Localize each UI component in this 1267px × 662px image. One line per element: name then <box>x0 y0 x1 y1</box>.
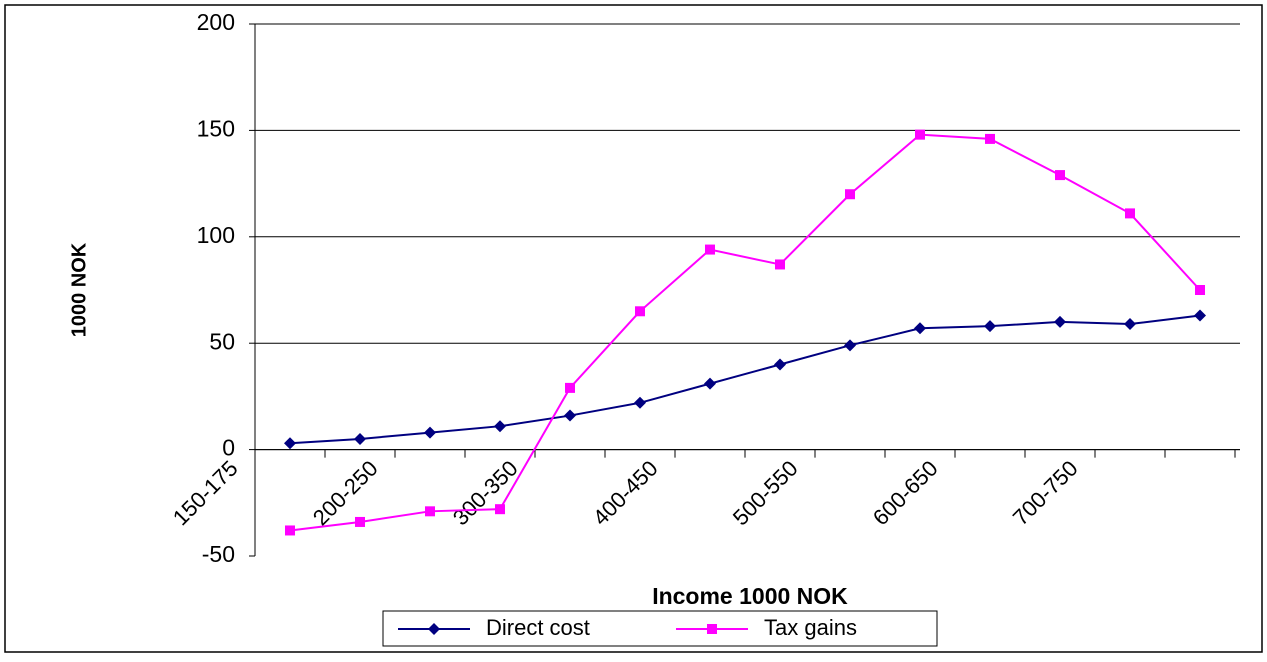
y-tick-label: -50 <box>202 541 235 567</box>
marker <box>704 377 716 390</box>
marker <box>705 244 715 255</box>
legend-label: Direct cost <box>486 615 590 640</box>
marker <box>284 437 296 450</box>
marker <box>1124 318 1136 331</box>
marker <box>634 396 646 409</box>
marker <box>495 504 505 515</box>
y-tick-label: 0 <box>222 435 235 461</box>
y-tick-label: 150 <box>197 115 235 141</box>
marker <box>355 516 365 527</box>
marker <box>494 420 506 433</box>
marker <box>915 129 925 140</box>
marker <box>1054 315 1066 328</box>
marker <box>1195 285 1205 295</box>
marker <box>984 320 996 333</box>
legend-box <box>382 610 938 647</box>
marker <box>424 426 436 439</box>
marker <box>565 382 575 393</box>
y-tick-label: 50 <box>209 328 235 354</box>
y-tick-label: 200 <box>197 9 235 35</box>
chart-border <box>4 4 1263 653</box>
y-axis-title: 1000 NOK <box>68 242 90 337</box>
x-axis-title: Income 1000 NOK <box>652 583 848 609</box>
y-tick-label: 100 <box>197 222 235 248</box>
marker <box>707 624 717 634</box>
marker <box>914 322 926 335</box>
marker <box>844 339 856 352</box>
legend-label: Tax gains <box>764 615 857 640</box>
series-line <box>289 133 1201 532</box>
marker <box>1194 309 1206 322</box>
marker <box>354 432 366 445</box>
marker <box>1055 170 1065 181</box>
marker <box>774 358 786 371</box>
marker <box>1125 208 1135 219</box>
marker <box>425 506 435 517</box>
marker <box>285 525 295 536</box>
marker <box>775 259 785 270</box>
marker <box>635 306 645 317</box>
series-line <box>289 314 1201 445</box>
marker <box>428 623 440 635</box>
marker <box>564 409 576 422</box>
marker <box>845 189 855 200</box>
marker <box>985 133 995 144</box>
